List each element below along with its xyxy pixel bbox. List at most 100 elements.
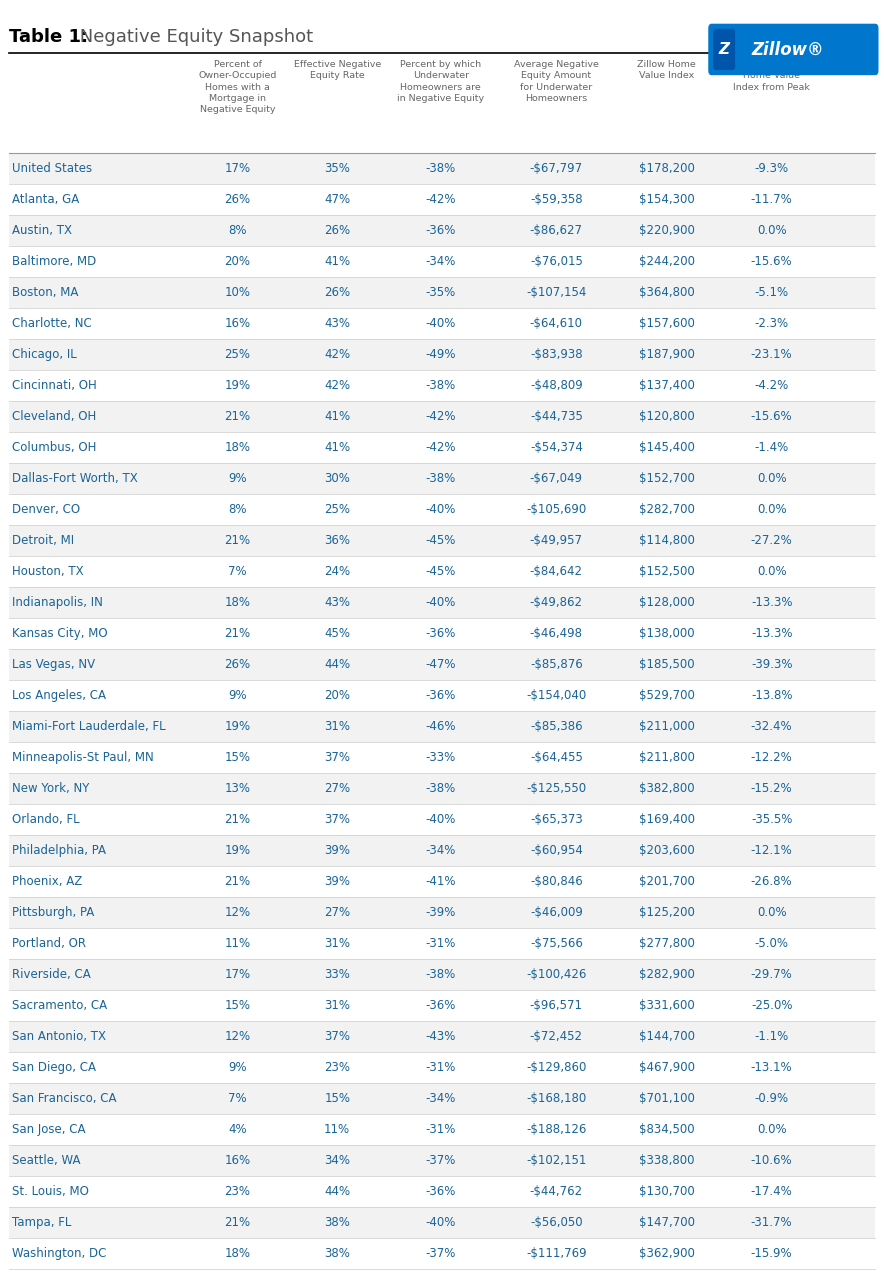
Text: 20%: 20% bbox=[324, 688, 350, 701]
Text: -36%: -36% bbox=[425, 627, 456, 639]
Text: 19%: 19% bbox=[225, 720, 250, 733]
Text: San Jose, CA: San Jose, CA bbox=[12, 1122, 86, 1135]
Text: 0.0%: 0.0% bbox=[757, 1122, 787, 1135]
Text: 37%: 37% bbox=[324, 813, 350, 826]
Text: 26%: 26% bbox=[225, 657, 250, 670]
Text: -25.0%: -25.0% bbox=[751, 999, 792, 1012]
Bar bbox=[9, 679, 875, 711]
Bar bbox=[9, 711, 875, 742]
Text: -35%: -35% bbox=[425, 286, 456, 299]
Text: $211,000: $211,000 bbox=[639, 720, 695, 733]
Bar bbox=[9, 431, 875, 462]
Bar bbox=[9, 959, 875, 990]
Text: -34%: -34% bbox=[425, 254, 456, 268]
Text: 18%: 18% bbox=[225, 1247, 250, 1260]
Text: United States: United States bbox=[12, 162, 93, 175]
Bar bbox=[9, 153, 875, 184]
Text: 34%: 34% bbox=[324, 1153, 350, 1167]
Text: 19%: 19% bbox=[225, 844, 250, 856]
Text: Denver, CO: Denver, CO bbox=[12, 503, 80, 516]
Text: $125,200: $125,200 bbox=[639, 905, 695, 918]
Text: -38%: -38% bbox=[425, 162, 456, 175]
Text: 20%: 20% bbox=[225, 254, 250, 268]
Text: $834,500: $834,500 bbox=[639, 1122, 695, 1135]
Text: New York, NY: New York, NY bbox=[12, 782, 90, 795]
Text: -36%: -36% bbox=[425, 688, 456, 701]
Text: Austin, TX: Austin, TX bbox=[12, 223, 72, 236]
Text: -15.6%: -15.6% bbox=[751, 410, 792, 422]
Text: -38%: -38% bbox=[425, 471, 456, 485]
Bar bbox=[9, 245, 875, 277]
Text: -33%: -33% bbox=[425, 751, 456, 764]
Text: $244,200: $244,200 bbox=[639, 254, 695, 268]
Text: 12%: 12% bbox=[225, 1030, 250, 1043]
Text: -$76,015: -$76,015 bbox=[530, 254, 583, 268]
Text: Riverside, CA: Riverside, CA bbox=[12, 968, 91, 981]
Text: $138,000: $138,000 bbox=[639, 627, 695, 639]
Text: 44%: 44% bbox=[324, 1185, 350, 1198]
Bar bbox=[9, 370, 875, 401]
Text: Boston, MA: Boston, MA bbox=[12, 286, 79, 299]
Text: $277,800: $277,800 bbox=[639, 936, 695, 950]
Bar bbox=[9, 525, 875, 556]
Text: 41%: 41% bbox=[324, 410, 350, 422]
Text: 27%: 27% bbox=[324, 782, 350, 795]
Text: Charlotte, NC: Charlotte, NC bbox=[12, 317, 92, 330]
Text: Orlando, FL: Orlando, FL bbox=[12, 813, 80, 826]
Text: -$86,627: -$86,627 bbox=[530, 223, 583, 236]
Text: 7%: 7% bbox=[228, 1091, 247, 1104]
Bar bbox=[9, 835, 875, 865]
Text: 24%: 24% bbox=[324, 565, 350, 578]
Text: -$44,762: -$44,762 bbox=[530, 1185, 583, 1198]
Text: -23.1%: -23.1% bbox=[751, 348, 792, 361]
Text: 11%: 11% bbox=[324, 1122, 350, 1135]
Text: $282,700: $282,700 bbox=[639, 503, 695, 516]
Text: Percent of
Owner-Occupied
Homes with a
Mortgage in
Negative Equity: Percent of Owner-Occupied Homes with a M… bbox=[198, 60, 277, 114]
Text: -42%: -42% bbox=[425, 193, 456, 205]
Text: Kansas City, MO: Kansas City, MO bbox=[12, 627, 108, 639]
Text: $130,700: $130,700 bbox=[639, 1185, 695, 1198]
Text: -$72,452: -$72,452 bbox=[530, 1030, 583, 1043]
Text: 0.0%: 0.0% bbox=[757, 503, 787, 516]
Bar bbox=[9, 990, 875, 1021]
Text: -$49,957: -$49,957 bbox=[530, 534, 583, 547]
Text: 21%: 21% bbox=[225, 410, 250, 422]
Text: -9.3%: -9.3% bbox=[755, 162, 789, 175]
Bar bbox=[9, 401, 875, 431]
Text: 25%: 25% bbox=[225, 348, 250, 361]
Text: -$67,049: -$67,049 bbox=[530, 471, 583, 485]
Text: 21%: 21% bbox=[225, 813, 250, 826]
Text: -$46,009: -$46,009 bbox=[530, 905, 583, 918]
Bar bbox=[9, 1021, 875, 1052]
Text: -$105,690: -$105,690 bbox=[526, 503, 586, 516]
Text: -47%: -47% bbox=[425, 657, 456, 670]
Text: -$60,954: -$60,954 bbox=[530, 844, 583, 856]
Text: -31%: -31% bbox=[425, 936, 456, 950]
Text: 25%: 25% bbox=[324, 503, 350, 516]
Text: -39%: -39% bbox=[425, 905, 456, 918]
Text: Sacramento, CA: Sacramento, CA bbox=[12, 999, 108, 1012]
Text: San Francisco, CA: San Francisco, CA bbox=[12, 1091, 117, 1104]
Text: Las Vegas, NV: Las Vegas, NV bbox=[12, 657, 95, 670]
Text: Negative Equity Snapshot: Negative Equity Snapshot bbox=[74, 28, 314, 46]
Bar bbox=[9, 556, 875, 587]
Text: 44%: 44% bbox=[324, 657, 350, 670]
Text: 18%: 18% bbox=[225, 596, 250, 609]
Text: -1.4%: -1.4% bbox=[755, 440, 789, 453]
Text: $338,800: $338,800 bbox=[639, 1153, 695, 1167]
Bar bbox=[9, 742, 875, 773]
Bar bbox=[9, 618, 875, 648]
Text: -36%: -36% bbox=[425, 1185, 456, 1198]
Text: -45%: -45% bbox=[425, 534, 456, 547]
Text: Cincinnati, OH: Cincinnati, OH bbox=[12, 379, 97, 392]
Text: 0.0%: 0.0% bbox=[757, 565, 787, 578]
Text: Effective Negative
Equity Rate: Effective Negative Equity Rate bbox=[293, 60, 381, 81]
Text: $529,700: $529,700 bbox=[639, 688, 695, 701]
Text: -$168,180: -$168,180 bbox=[526, 1091, 586, 1104]
Text: -13.1%: -13.1% bbox=[751, 1061, 792, 1073]
Bar bbox=[9, 927, 875, 959]
Text: -41%: -41% bbox=[425, 874, 456, 887]
Text: 31%: 31% bbox=[324, 720, 350, 733]
Text: 26%: 26% bbox=[324, 223, 350, 236]
Bar bbox=[9, 1082, 875, 1113]
